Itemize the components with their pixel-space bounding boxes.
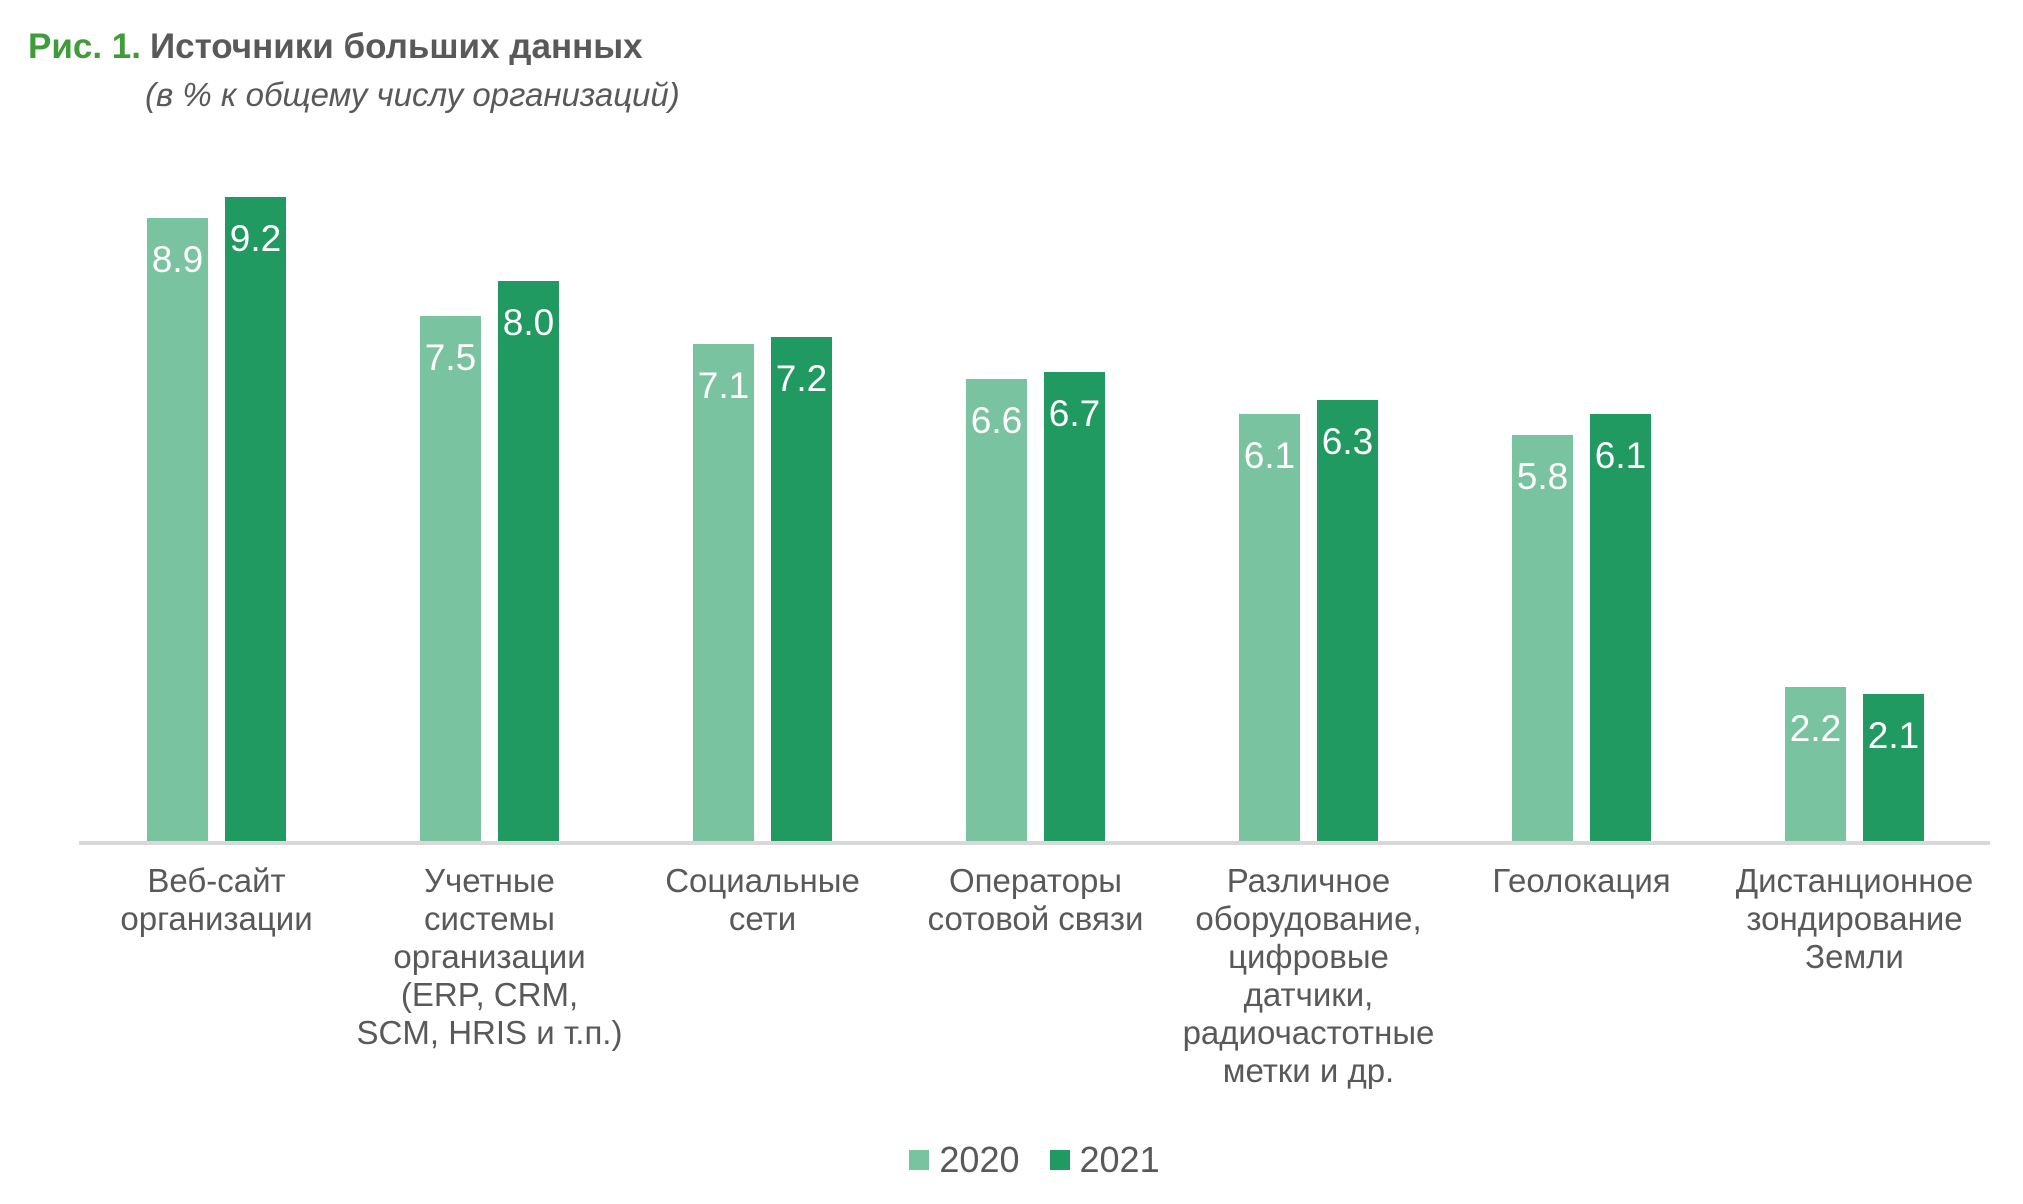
- bar-value-label: 8.9: [151, 239, 204, 280]
- x-axis-label-7: Дистанционное зондирование Земли: [1735, 862, 1974, 975]
- x-axis-label-5: Различное оборудование, цифровые датчики…: [1182, 862, 1435, 1089]
- figure-title: Рис. 1. Источники больших данных: [28, 27, 643, 67]
- legend-label-2021: 2021: [1079, 1139, 1160, 1180]
- figure-number: Рис. 1.: [28, 27, 141, 66]
- bar-2020-category-7: 2.2: [1785, 687, 1846, 841]
- chart-legend: 2020 2021: [79, 1142, 1990, 1178]
- bar-value-label: 7.1: [697, 365, 750, 406]
- bar-2021-category-3: 7.2: [771, 337, 832, 841]
- bar-value-label: 5.8: [1516, 456, 1569, 497]
- bar-value-label: 6.3: [1321, 421, 1374, 462]
- x-axis-label-4: Операторы сотовой связи: [927, 862, 1144, 937]
- bar-chart-plot: 8.9 9.2 7.5 8.0 7.1 7.2 6.6 6.7 6.1 6.3 5.8 6.1 2.2 2…: [79, 0, 1990, 841]
- x-axis-line: [79, 841, 1990, 845]
- legend-swatch-2020: [909, 1150, 930, 1170]
- bar-2020-category-2: 7.5: [420, 316, 481, 841]
- bar-2021-category-5: 6.3: [1317, 400, 1378, 841]
- bar-2021-category-6: 6.1: [1590, 414, 1651, 841]
- legend-item-2021: 2021: [1049, 1139, 1160, 1180]
- bar-2020-category-6: 5.8: [1512, 435, 1573, 841]
- figure-heading: Источники больших данных: [149, 27, 643, 66]
- bar-2020-category-3: 7.1: [693, 344, 754, 841]
- x-axis-label-1: Веб-сайт организации: [120, 862, 313, 937]
- bar-value-label: 6.6: [970, 400, 1023, 441]
- x-axis-label-6: Геолокация: [1492, 862, 1671, 899]
- bar-2021-category-1: 9.2: [225, 197, 286, 841]
- bar-value-label: 6.1: [1243, 435, 1296, 476]
- bar-value-label: 8.0: [502, 302, 555, 343]
- legend-item-2020: 2020: [909, 1139, 1020, 1180]
- bar-2021-category-7: 2.1: [1863, 694, 1924, 841]
- bar-2020-category-1: 8.9: [147, 218, 208, 841]
- bar-value-label: 7.5: [424, 337, 477, 378]
- bar-value-label: 6.7: [1048, 393, 1101, 434]
- bar-value-label: 7.2: [775, 358, 828, 399]
- legend-label-2020: 2020: [939, 1139, 1020, 1180]
- x-axis-label-2: Учетные системы организации (ERP, CRM, S…: [356, 862, 623, 1051]
- bar-2021-category-4: 6.7: [1044, 372, 1105, 841]
- bar-value-label: 2.1: [1867, 715, 1920, 756]
- figure-subtitle: (в % к общему числу организаций): [145, 76, 680, 113]
- x-axis-label-3: Социальные сети: [665, 862, 860, 937]
- bar-2021-category-2: 8.0: [498, 281, 559, 841]
- bar-value-label: 9.2: [229, 218, 282, 259]
- legend-swatch-2021: [1049, 1150, 1070, 1170]
- bar-2020-category-5: 6.1: [1239, 414, 1300, 841]
- bar-value-label: 2.2: [1789, 708, 1842, 749]
- bar-2020-category-4: 6.6: [966, 379, 1027, 841]
- bar-value-label: 6.1: [1594, 435, 1647, 476]
